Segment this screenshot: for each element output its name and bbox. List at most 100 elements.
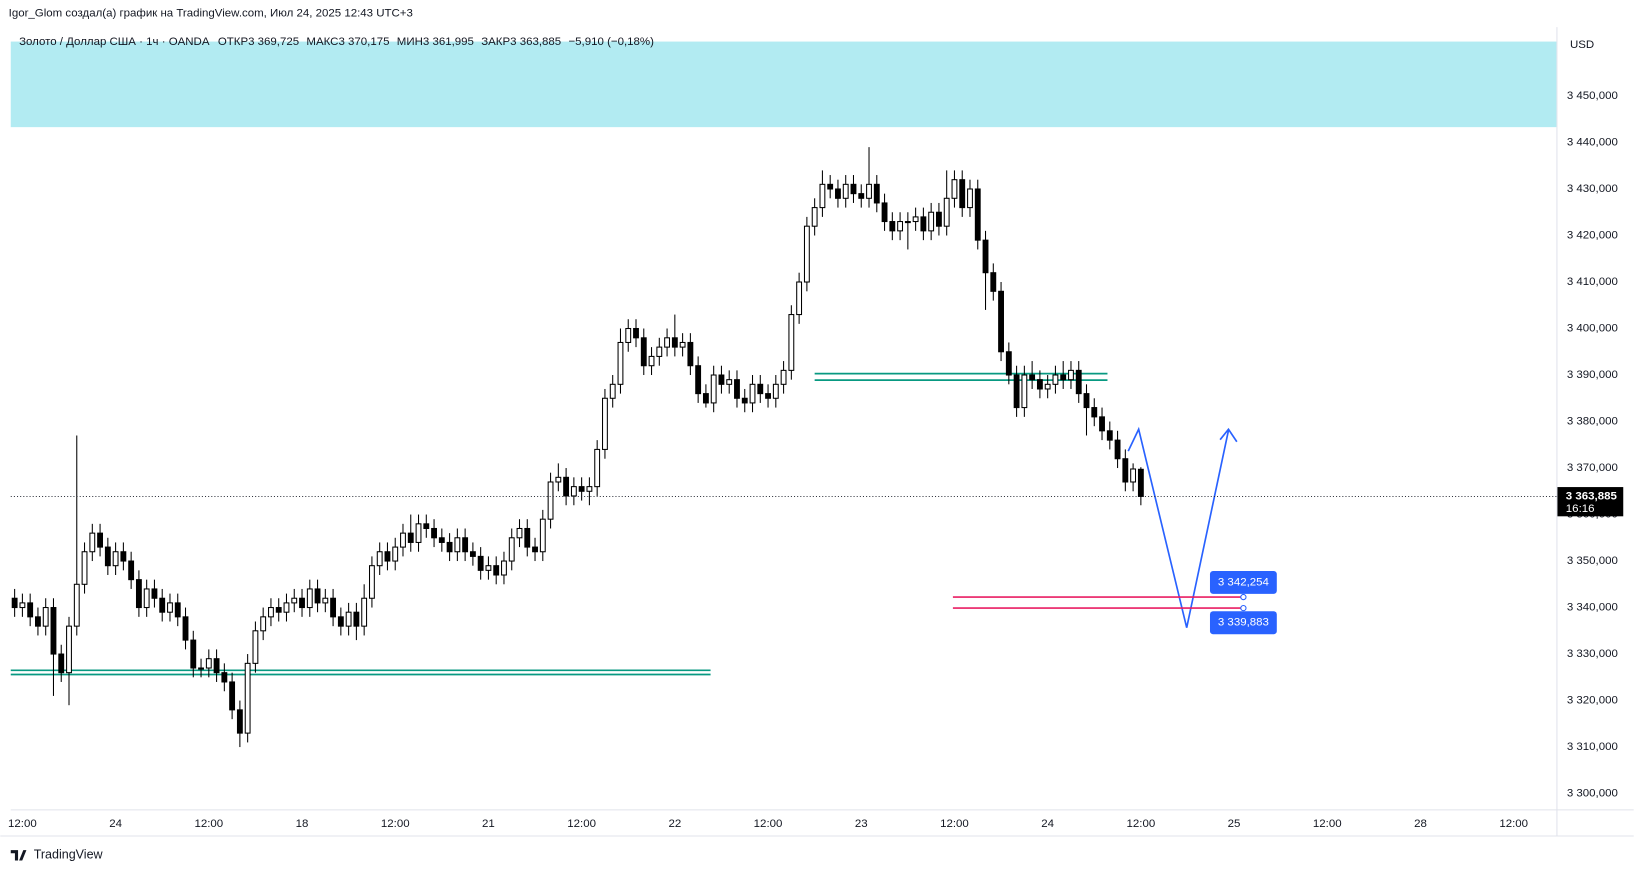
ohlc-value: МАКС3 370,175: [306, 36, 389, 48]
x-tick-label: 12:00: [940, 818, 969, 830]
candle-body: [1083, 393, 1090, 409]
projection-path: [1127, 426, 1230, 628]
candle-body: [66, 625, 72, 674]
x-tick-label: 18: [296, 818, 309, 830]
candle-body: [314, 588, 321, 604]
candle-body: [679, 341, 686, 348]
candle-body: [11, 597, 18, 609]
candle-body: [198, 667, 204, 670]
logo: TradingView: [10, 848, 104, 862]
candle-body: [143, 588, 150, 609]
candle-body: [602, 397, 608, 450]
candle-body: [539, 518, 546, 553]
candle-body: [244, 662, 251, 734]
candle-body: [563, 476, 570, 497]
x-tick-label: 28: [1414, 818, 1427, 830]
candle-body: [392, 546, 399, 562]
candle-body: [842, 183, 849, 199]
resistance-zone: [10, 41, 1557, 128]
candle-body: [337, 616, 344, 627]
candle-body: [407, 532, 414, 543]
candle-body: [524, 527, 531, 548]
candle-body: [671, 337, 678, 348]
target-handle: [1240, 604, 1247, 612]
candle-body: [881, 202, 888, 223]
y-tick-label: 3 340,000: [1567, 602, 1618, 614]
candle-body: [889, 221, 896, 232]
y-tick-label: 3 310,000: [1567, 741, 1618, 753]
candle-body: [229, 681, 236, 711]
candle-body: [656, 346, 663, 357]
x-tick-label: 24: [109, 818, 122, 830]
candle-body: [376, 551, 383, 567]
candle-body: [330, 597, 337, 618]
candle-body: [1068, 369, 1074, 381]
candle-body: [174, 602, 181, 618]
candle-body: [648, 355, 655, 367]
candle-body: [508, 537, 515, 562]
plot-layer: [10, 147, 1144, 748]
candle-body: [42, 607, 49, 627]
candle-body: [687, 341, 694, 367]
candle-body: [89, 532, 96, 553]
candle-body: [50, 607, 57, 655]
candle-body: [190, 639, 197, 669]
candle-body: [788, 314, 795, 371]
candle-body: [702, 393, 709, 404]
candle-body: [959, 179, 966, 209]
candle-body: [1122, 458, 1129, 483]
candle-body: [811, 207, 818, 227]
ohlc-value: ЗАКР3 363,885: [481, 36, 561, 48]
author-note: Igor_Glom создал(а) график на TradingVie…: [9, 8, 413, 20]
candle-body: [695, 365, 702, 395]
y-tick-label: 3 430,000: [1567, 183, 1618, 195]
x-tick-label: 12:00: [1499, 818, 1528, 830]
candle-body: [291, 597, 298, 604]
candle-body: [19, 602, 26, 609]
candle-body: [135, 579, 142, 609]
y-tick-label: 3 300,000: [1567, 788, 1618, 800]
candle-body: [912, 216, 919, 223]
candle-body: [726, 379, 733, 385]
candle-body: [982, 239, 989, 274]
y-tick-label: 3 420,000: [1567, 230, 1618, 242]
candle-body: [718, 374, 725, 385]
candle-body: [827, 183, 834, 190]
candle-body: [741, 397, 748, 404]
candle-body: [27, 602, 34, 618]
candle-body: [353, 611, 360, 627]
x-tick-label: 25: [1228, 818, 1241, 830]
candle-body: [501, 560, 507, 576]
candle-body: [167, 602, 173, 613]
candle-body: [1106, 430, 1113, 441]
last-price-box: [1557, 487, 1624, 517]
candle-body: [1060, 374, 1067, 381]
candle-body: [578, 486, 585, 492]
candle-body: [532, 546, 538, 553]
x-tick-label: 12:00: [194, 818, 223, 830]
brand: TradingView: [34, 848, 104, 862]
candle-body: [1075, 369, 1082, 395]
candle-body: [120, 551, 127, 562]
candle-body: [1130, 468, 1137, 483]
candle-body: [81, 551, 88, 585]
candle-body: [1091, 407, 1098, 418]
candle-body: [1029, 374, 1036, 381]
candle-body: [640, 337, 647, 367]
candle-body: [35, 616, 41, 627]
target-label-box: [1209, 611, 1277, 635]
candle-body: [796, 281, 803, 316]
x-tick-label: 12:00: [1313, 818, 1342, 830]
candle-body: [151, 588, 158, 599]
x-tick-label: 12:00: [567, 818, 596, 830]
x-tick-label: 12:00: [1127, 818, 1156, 830]
y-tick-label: 3 320,000: [1567, 695, 1618, 707]
ohlc-value: МИН3 361,995: [397, 36, 474, 48]
y-tick-label: 3 350,000: [1567, 555, 1618, 567]
candle-body: [897, 221, 904, 232]
x-tick-label: 22: [668, 818, 681, 830]
candle-body: [268, 607, 274, 618]
candle-body: [633, 327, 639, 339]
